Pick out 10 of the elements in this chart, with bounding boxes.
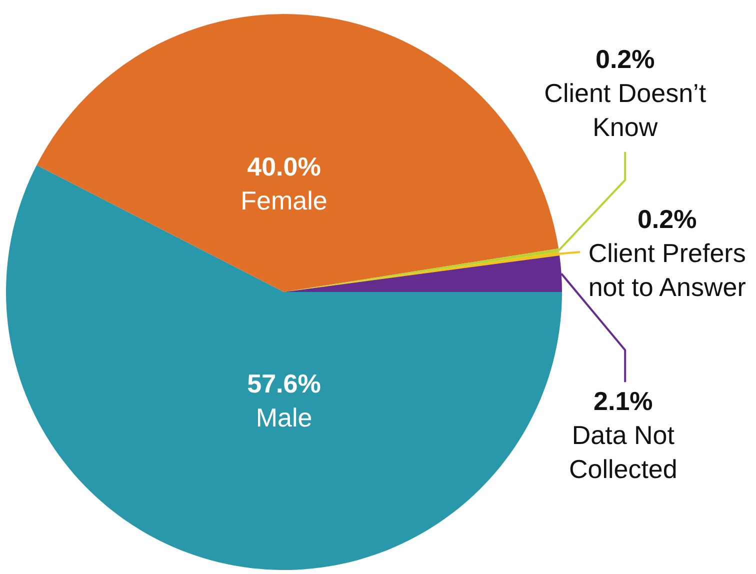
slice-label: Client Doesn’t Know <box>544 78 707 142</box>
slice-label: Client Prefers not to Answer <box>588 238 746 302</box>
data-label: 2.1% <box>594 386 653 416</box>
data-label: 0.2% <box>637 204 697 234</box>
data-label: 0.2% <box>595 44 655 74</box>
slice-label: Data Not Collected <box>568 420 678 484</box>
data-label: 57.6% <box>247 368 321 398</box>
data-label: 40.0% <box>247 152 321 182</box>
slice-label: Male <box>256 402 312 432</box>
slice-label: Female <box>240 186 328 216</box>
